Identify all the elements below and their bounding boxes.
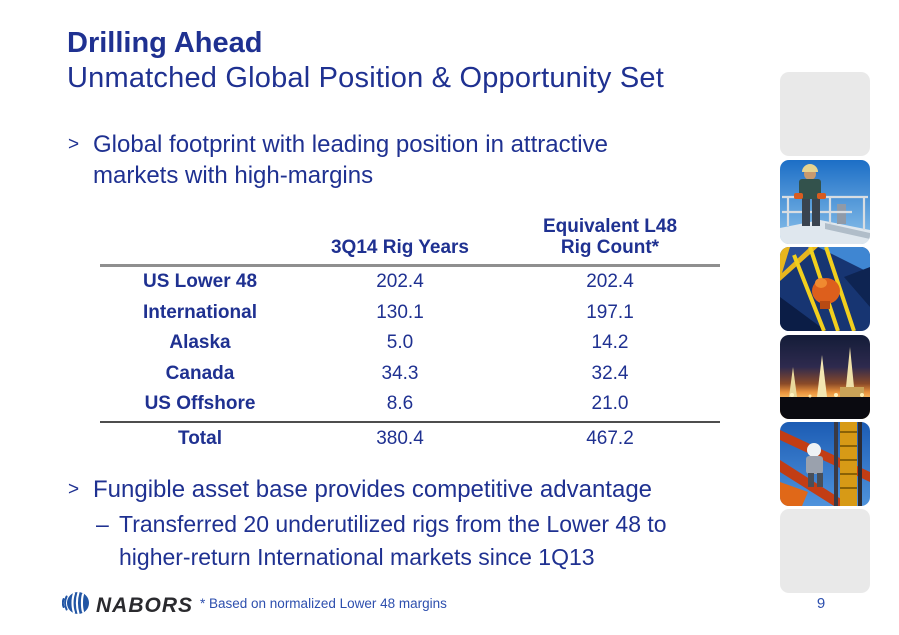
row-l48-count: 197.1 xyxy=(586,301,634,323)
header-equivalent-l48-line1: Equivalent L48 xyxy=(542,216,678,237)
subbullet-text: Transferred 20 underutilized rigs from t… xyxy=(119,511,667,570)
row-rig-years: 130.1 xyxy=(376,301,424,323)
bullet-global-footprint: > Global footprint with leading position… xyxy=(68,129,748,191)
row-label: Canada xyxy=(165,362,235,384)
row-rig-years: 5.0 xyxy=(386,332,414,354)
table-row: US Lower 48 202.4 202.4 xyxy=(100,267,720,298)
row-l48-count: 32.4 xyxy=(591,362,629,384)
total-l48-count: 467.2 xyxy=(586,428,634,449)
page-number: 9 xyxy=(816,595,826,612)
bullet-marker: > xyxy=(68,479,80,500)
table-header-row: 3Q14 Rig Years Equivalent L48 Rig Count* xyxy=(100,216,720,267)
table-total-row: Total 380.4 467.2 xyxy=(100,420,720,456)
table-row: US Offshore 8.6 21.0 xyxy=(100,389,720,420)
slide-subtitle: Unmatched Global Position & Opportunity … xyxy=(67,62,664,94)
rig-worker-blue-sky-photo xyxy=(780,160,870,244)
drilling-rigs-at-dusk-photo xyxy=(780,335,870,419)
nabors-globe-icon xyxy=(61,589,90,622)
nabors-logo: NABORS xyxy=(61,589,194,622)
row-l48-count: 21.0 xyxy=(591,393,629,415)
derrick-climbing-worker-photo xyxy=(780,422,870,506)
gray-placeholder-tile xyxy=(780,509,870,593)
bullet-fungible-assets: > Fungible asset base provides competiti… xyxy=(68,474,788,505)
footnote: * Based on normalized Lower 48 margins xyxy=(200,596,447,611)
row-l48-count: 14.2 xyxy=(591,332,629,354)
dash-marker: – xyxy=(96,511,109,537)
header-rig-years: 3Q14 Rig Years xyxy=(330,237,470,258)
header-equivalent-l48-line2: Rig Count* xyxy=(560,237,660,258)
subbullet-transferred-rigs: – Transferred 20 underutilized rigs from… xyxy=(96,508,796,574)
row-l48-count: 202.4 xyxy=(586,271,634,293)
rig-ropes-closeup-photo xyxy=(780,247,870,331)
row-label: US Lower 48 xyxy=(142,271,258,293)
gray-placeholder-tile xyxy=(780,72,870,156)
row-rig-years: 34.3 xyxy=(381,362,419,384)
nabors-wordmark: NABORS xyxy=(96,593,194,617)
table-row: International 130.1 197.1 xyxy=(100,298,720,329)
row-label: International xyxy=(142,301,257,323)
header-equivalent-l48: Equivalent L48 Rig Count* xyxy=(500,216,720,258)
slide-title: Drilling Ahead xyxy=(67,27,263,59)
bullet-text: Fungible asset base provides competitive… xyxy=(93,476,653,503)
rig-count-table: 3Q14 Rig Years Equivalent L48 Rig Count*… xyxy=(100,216,720,456)
row-label: Alaska xyxy=(169,332,231,354)
row-rig-years: 8.6 xyxy=(386,393,414,415)
bullet-text: Global footprint with leading position i… xyxy=(93,131,608,189)
bullet-marker: > xyxy=(68,134,80,155)
total-label: Total xyxy=(178,428,222,449)
row-label: US Offshore xyxy=(144,393,256,415)
table-row: Alaska 5.0 14.2 xyxy=(100,328,720,359)
table-row: Canada 34.3 32.4 xyxy=(100,359,720,390)
total-rig-years: 380.4 xyxy=(376,428,424,449)
row-rig-years: 202.4 xyxy=(376,271,424,293)
